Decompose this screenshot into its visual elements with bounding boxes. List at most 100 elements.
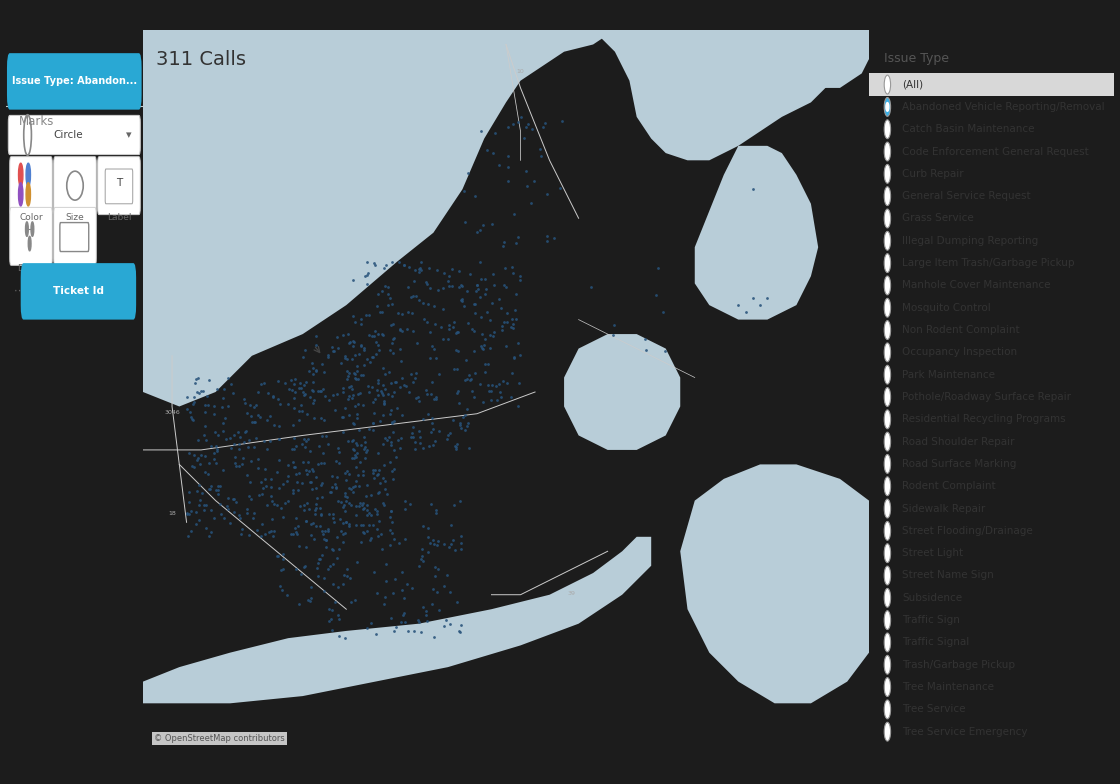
Point (312, 385, 330, 397)
Point (381, 366, 399, 379)
Point (363, 381, 381, 394)
Point (450, 625, 468, 637)
FancyBboxPatch shape (54, 208, 96, 265)
Point (305, 394, 323, 407)
Text: Road Surface Marking: Road Surface Marking (902, 459, 1017, 469)
Point (383, 390, 401, 402)
Point (379, 388, 396, 401)
Point (383, 527, 401, 539)
Point (424, 299, 442, 312)
Point (553, 115, 571, 128)
Point (250, 489, 268, 502)
Point (208, 429, 226, 441)
Point (304, 357, 321, 369)
Point (382, 343, 400, 356)
Point (411, 294, 429, 307)
Point (249, 462, 267, 474)
Point (245, 416, 263, 428)
Point (187, 372, 205, 385)
Point (180, 495, 198, 508)
Point (323, 612, 340, 625)
FancyBboxPatch shape (105, 169, 132, 204)
Point (413, 543, 431, 555)
Point (399, 322, 417, 335)
Point (320, 559, 338, 572)
Point (375, 262, 393, 274)
Point (426, 393, 444, 405)
Point (270, 433, 288, 445)
Point (324, 389, 342, 401)
Point (270, 433, 288, 445)
Polygon shape (594, 30, 869, 160)
Point (345, 444, 363, 456)
Point (533, 121, 551, 133)
Point (288, 468, 306, 481)
Point (400, 625, 418, 637)
Point (273, 584, 291, 597)
Point (482, 328, 500, 341)
Point (290, 405, 308, 417)
Point (480, 341, 498, 354)
Point (392, 324, 410, 336)
Point (262, 473, 280, 485)
Point (391, 442, 409, 455)
Point (379, 488, 396, 500)
Point (330, 613, 348, 626)
Point (279, 495, 297, 507)
Point (202, 504, 220, 517)
Circle shape (26, 222, 28, 236)
Point (362, 616, 380, 629)
Point (284, 419, 302, 432)
Point (419, 408, 437, 421)
Point (493, 301, 511, 314)
Point (209, 484, 227, 496)
Point (353, 499, 371, 511)
Text: Code Enforcement General Request: Code Enforcement General Request (902, 147, 1089, 157)
Point (357, 353, 375, 365)
Point (309, 557, 327, 570)
Point (342, 572, 360, 584)
Point (347, 509, 365, 521)
Point (205, 512, 223, 524)
Point (419, 615, 437, 627)
Point (195, 499, 213, 511)
Point (198, 390, 216, 403)
Point (288, 511, 306, 524)
Point (200, 483, 218, 495)
Circle shape (884, 276, 890, 295)
Point (244, 441, 262, 453)
Point (485, 325, 503, 338)
Circle shape (884, 187, 890, 205)
Point (354, 469, 372, 481)
Point (423, 417, 441, 430)
Point (190, 479, 208, 492)
Point (356, 435, 374, 448)
Point (284, 484, 302, 496)
Point (241, 399, 259, 412)
Point (186, 390, 204, 403)
Point (347, 451, 365, 463)
Circle shape (884, 231, 890, 250)
Point (242, 410, 260, 423)
Point (476, 358, 494, 370)
Point (398, 578, 416, 590)
Point (259, 499, 277, 511)
Point (404, 274, 422, 287)
Point (251, 411, 269, 423)
Circle shape (26, 163, 30, 187)
Point (286, 402, 304, 415)
Point (357, 308, 375, 321)
Point (360, 507, 377, 520)
Point (637, 344, 655, 357)
Point (448, 437, 466, 450)
Point (404, 325, 422, 337)
Point (366, 392, 384, 405)
Circle shape (884, 432, 890, 451)
Point (496, 281, 514, 293)
Point (333, 411, 351, 423)
Point (358, 524, 376, 537)
Point (459, 417, 477, 430)
Point (429, 563, 447, 575)
Point (502, 391, 520, 404)
Point (465, 390, 483, 403)
